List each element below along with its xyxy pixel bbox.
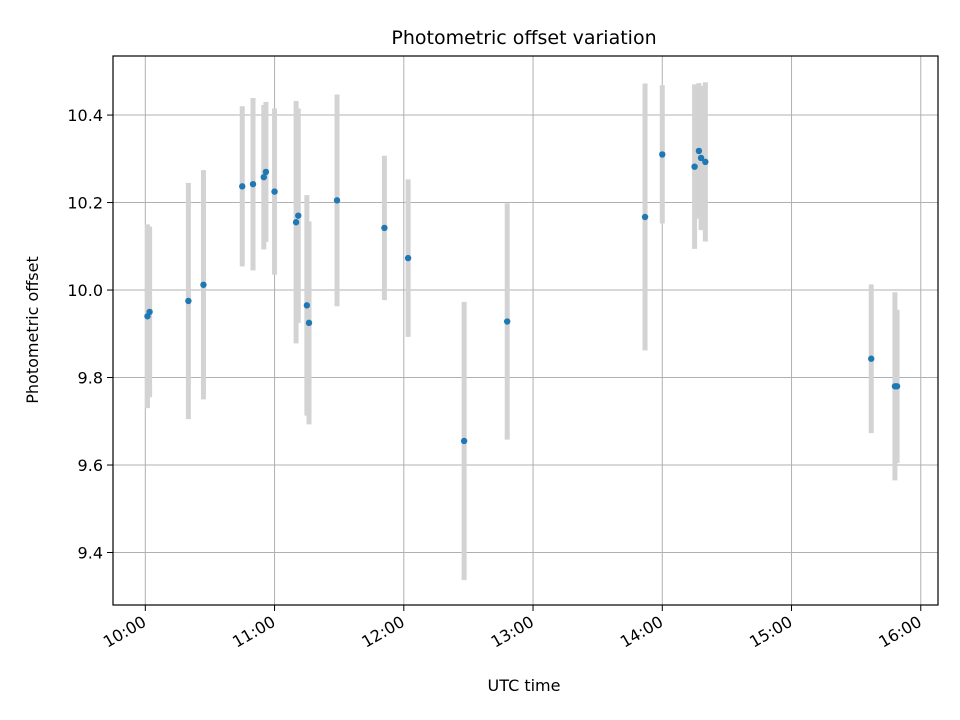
data-point	[239, 183, 246, 190]
data-point	[146, 308, 153, 316]
data-point	[260, 173, 267, 181]
data-point	[249, 180, 257, 188]
plot-frame	[112, 55, 939, 606]
data-point	[295, 212, 302, 219]
y-tick-label: 10.2	[67, 194, 103, 213]
data-point	[292, 219, 300, 226]
data-point	[893, 383, 901, 390]
data-point	[503, 318, 511, 325]
x-axis-label: UTC time	[488, 676, 561, 695]
data-points	[144, 147, 901, 445]
data-point	[303, 302, 311, 309]
data-point	[200, 281, 207, 288]
y-axis-label: Photometric offset	[23, 256, 42, 404]
data-point	[305, 319, 313, 327]
data-point	[695, 147, 703, 155]
chart-title: Photometric offset variation	[391, 27, 656, 49]
data-point	[333, 197, 341, 204]
y-tick-label: 10.4	[67, 106, 103, 125]
y-tick-label: 9.6	[78, 456, 103, 475]
data-point	[404, 254, 412, 262]
data-point	[641, 213, 649, 221]
data-point	[262, 168, 270, 176]
data-point	[659, 151, 666, 158]
y-tick-label: 9.4	[78, 544, 103, 563]
y-tick-label: 10.0	[67, 281, 103, 300]
data-point	[868, 355, 875, 362]
y-axis: 9.4 9.6 9.8 10.0 10.2 10.4	[67, 106, 113, 563]
data-point	[185, 297, 192, 305]
y-tick-label: 9.8	[78, 369, 103, 388]
data-point	[271, 188, 278, 195]
grid	[113, 56, 938, 605]
data-point	[702, 158, 709, 166]
data-point	[460, 437, 468, 445]
data-point	[691, 163, 698, 170]
data-point	[381, 224, 388, 232]
data-point	[697, 154, 705, 162]
